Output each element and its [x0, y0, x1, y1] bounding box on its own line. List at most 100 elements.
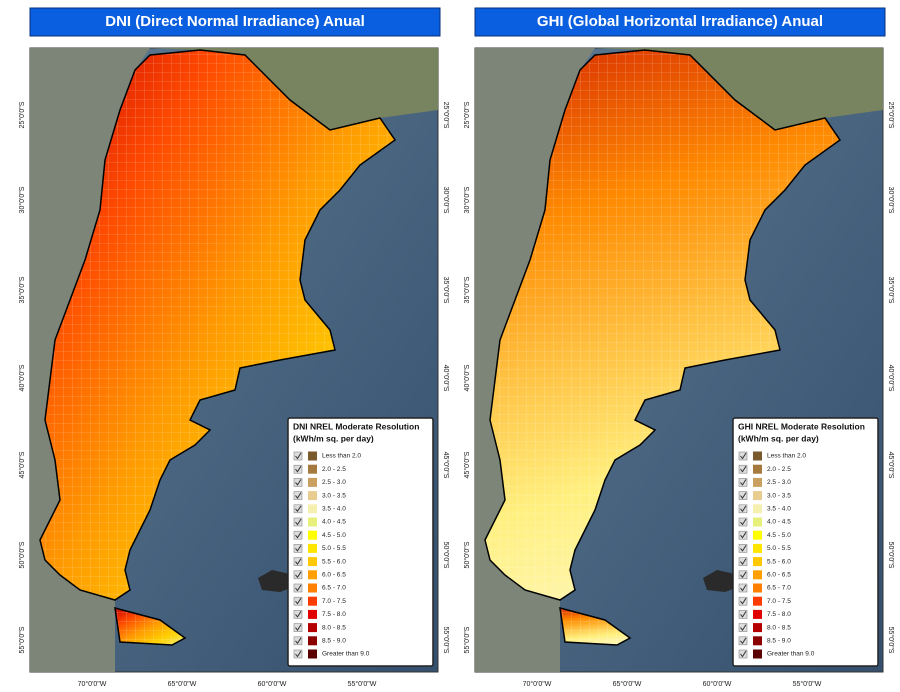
legend-label: 8.0 - 8.5	[767, 624, 791, 631]
legend-swatch	[753, 491, 762, 501]
map-panel: DNI (Direct Normal Irradiance) Anual 25°0…	[18, 7, 450, 688]
check-mark	[740, 597, 747, 605]
legend-label: 7.5 - 8.0	[767, 611, 791, 618]
legend-label: Greater than 9.0	[767, 651, 815, 658]
legend-swatch	[753, 609, 762, 619]
latitude-label: 45°0'0"S	[887, 452, 895, 479]
legend-checkbox	[738, 478, 748, 487]
legend-swatch	[753, 583, 762, 593]
legend-label: 5.5 - 6.0	[322, 558, 346, 565]
longitude-label: 60°0'0"W	[258, 680, 287, 688]
legend-checkbox	[738, 504, 748, 514]
legend-swatch	[753, 451, 762, 461]
check-mark	[740, 584, 747, 592]
check-mark	[295, 558, 302, 565]
check-mark	[295, 465, 302, 473]
latitude-label: 25°0'0"S	[463, 101, 471, 128]
check-mark	[740, 637, 747, 645]
legend-swatch	[753, 557, 762, 567]
legend-swatch	[753, 477, 762, 487]
legend-checkbox	[738, 451, 748, 461]
legend-checkbox	[738, 557, 748, 566]
legend-label: 8.5 - 9.0	[322, 638, 346, 645]
legend-title: GHI NREL Moderate Resolution	[738, 421, 865, 431]
legend-checkbox	[738, 491, 748, 500]
longitude-label: 55°0'0"W	[348, 680, 377, 688]
legend-checkbox	[738, 596, 748, 606]
check-mark	[740, 492, 747, 499]
latitude-label: 25°0'0"S	[18, 101, 26, 128]
map-panel: GHI (Global Horizontal Irradiance) Anual…	[463, 7, 895, 688]
longitude-label: 70°0'0"W	[523, 680, 552, 688]
legend-checkbox	[293, 478, 303, 487]
legend-swatch	[753, 570, 762, 580]
legend-box	[287, 417, 434, 667]
legend-checkbox	[293, 557, 303, 566]
legend-swatch	[308, 504, 317, 514]
grid-cells	[40, 50, 395, 600]
latitude-label: 25°0'0"S	[442, 102, 450, 129]
legend-checkbox	[738, 649, 748, 659]
check-mark	[295, 452, 302, 460]
chile-land	[475, 48, 595, 672]
legend-label: 2.5 - 3.0	[322, 479, 346, 486]
check-mark	[295, 571, 302, 579]
grid-cells	[485, 50, 840, 600]
falkland-islands	[258, 570, 296, 592]
legend-label: 3.5 - 4.0	[767, 506, 791, 513]
check-mark	[295, 650, 302, 658]
latitude-label: 40°0'0"S	[442, 365, 450, 392]
check-mark	[740, 531, 747, 539]
panel-title: GHI (Global Horizontal Irradiance) Anual	[537, 13, 823, 30]
check-mark	[295, 518, 302, 526]
legend-swatch	[753, 464, 762, 474]
legend-checkbox	[293, 491, 303, 500]
title-bar	[29, 7, 441, 37]
legend-checkbox	[293, 570, 303, 580]
check-mark	[295, 479, 302, 486]
latitude-label: 35°0'0"S	[442, 277, 450, 304]
legend-checkbox	[293, 583, 303, 593]
country-outline	[559, 606, 632, 646]
legend-checkbox	[293, 451, 303, 461]
falkland-islands	[703, 570, 741, 592]
legend-box	[732, 417, 879, 667]
legend-label: 5.0 - 5.5	[322, 545, 346, 552]
legend-swatch	[308, 543, 317, 553]
check-mark	[740, 611, 747, 618]
legend-label: 7.0 - 7.5	[322, 598, 346, 605]
legend-swatch	[753, 636, 762, 646]
legend-checkbox	[738, 610, 748, 619]
legend-checkbox	[293, 464, 303, 474]
legend-label: 6.5 - 7.0	[767, 585, 791, 592]
legend-checkbox	[293, 596, 303, 606]
latitude-label: 40°0'0"S	[463, 364, 471, 391]
legend-checkbox	[293, 517, 303, 527]
country-outline	[114, 606, 187, 646]
legend-swatch	[308, 517, 317, 527]
latitude-label: 50°0'0"S	[442, 542, 450, 569]
legend-swatch	[753, 530, 762, 540]
latitude-label: 30°0'0"S	[887, 187, 895, 214]
latitude-label: 30°0'0"S	[18, 186, 26, 213]
check-mark	[740, 571, 747, 579]
latitude-label: 25°0'0"S	[887, 102, 895, 129]
country-outline	[39, 49, 397, 601]
legend-swatch	[308, 649, 317, 659]
legend-label: 5.5 - 6.0	[767, 558, 791, 565]
legend-swatch	[308, 491, 317, 501]
legend-checkbox	[293, 610, 303, 619]
latitude-label: 30°0'0"S	[442, 187, 450, 214]
longitude-label: 70°0'0"W	[78, 680, 107, 688]
latitude-label: 35°0'0"S	[463, 276, 471, 303]
legend-swatch	[753, 504, 762, 514]
legend-checkbox	[738, 623, 748, 632]
legend-label: 2.0 - 2.5	[767, 466, 791, 473]
longitude-label: 60°0'0"W	[703, 680, 732, 688]
check-mark	[295, 611, 302, 618]
chile-land	[30, 48, 150, 672]
legend-label: 6.0 - 6.5	[322, 572, 346, 579]
longitude-label: 65°0'0"W	[613, 680, 642, 688]
legend-swatch	[753, 623, 762, 633]
